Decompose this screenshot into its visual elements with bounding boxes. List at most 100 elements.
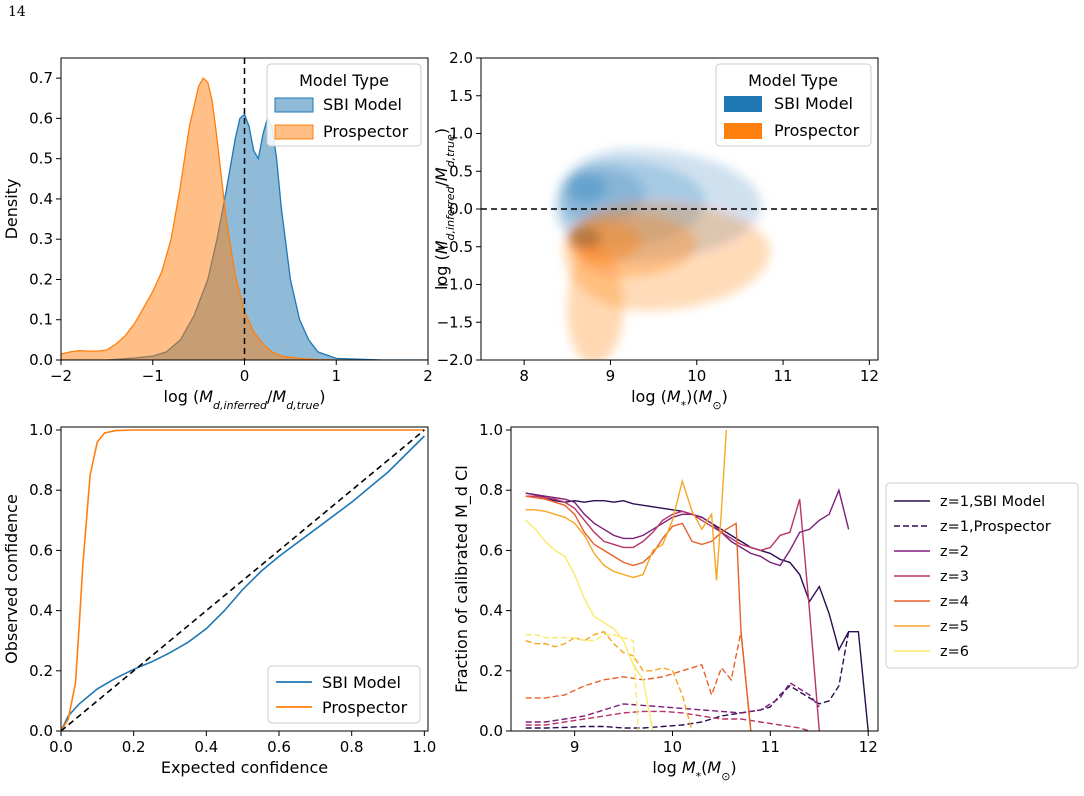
x-tick-label: 0.4 xyxy=(194,738,218,756)
plot-area xyxy=(481,148,878,360)
x-tick-label: 0.8 xyxy=(340,738,364,756)
legend-label: z=5 xyxy=(940,619,969,635)
y-tick-label: 0.6 xyxy=(29,541,53,559)
y-tick-label: 0.0 xyxy=(449,200,473,218)
x-tick-label: 2 xyxy=(423,367,433,385)
x-tick-label: 9 xyxy=(606,367,616,385)
legend: SBI Model Prospector xyxy=(267,665,421,724)
y-tick-label: 0.2 xyxy=(29,662,53,680)
series-line xyxy=(525,631,752,731)
x-tick-label: −1 xyxy=(142,367,164,385)
x-tick-label: 11 xyxy=(761,738,780,756)
y-tick-label: 0.8 xyxy=(479,481,503,499)
legend-label: z=3 xyxy=(940,569,969,585)
y-tick-label: 0.3 xyxy=(29,230,53,248)
x-tick-label: 0.0 xyxy=(49,738,73,756)
x-tick-label: 1.0 xyxy=(412,738,436,756)
legend-box xyxy=(267,665,421,724)
legend-label: z=1,Prospector xyxy=(940,519,1051,535)
series-line xyxy=(525,429,727,581)
plot-area xyxy=(525,429,869,731)
y-tick-label: 0.5 xyxy=(29,150,53,168)
x-tick-label: 9 xyxy=(570,738,580,756)
x-tick-label: 0.2 xyxy=(122,738,146,756)
legend-swatch xyxy=(724,123,762,139)
x-tick-label: 0.6 xyxy=(267,738,291,756)
x-tick-label: 0 xyxy=(240,367,250,385)
y-tick-label: −2.0 xyxy=(437,351,473,369)
y-tick-label: 0.0 xyxy=(29,722,53,740)
legend: z=1,SBI Model z=1,Prospector z=2 z=3 z=4 z=5 z… xyxy=(885,482,1079,669)
legend-swatch xyxy=(274,97,314,113)
y-tick-label: 0.5 xyxy=(449,162,473,180)
y-tick-label: 0.4 xyxy=(29,602,53,620)
legend-label: SBI Model xyxy=(322,673,401,692)
y-axis-label: Fraction of calibrated M_d CI xyxy=(452,465,472,693)
panel-kde: 8 9 10 11 12 −2.0 −1.5 −1.0 −0.5 0.0 0.5 1.0 1.5 2.0 l… xyxy=(432,49,879,412)
series-line xyxy=(525,634,639,731)
y-tick-label: 0.4 xyxy=(479,602,503,620)
legend-label: z=2 xyxy=(940,544,969,560)
y-tick-label: 1.0 xyxy=(449,125,473,143)
series-line xyxy=(525,487,850,567)
y-tick-label: 0.7 xyxy=(29,69,53,87)
panel-calibration: 0.0 0.2 0.4 0.6 0.8 1.0 0.0 0.2 0.4 0.6 0.8 1.0 Expe… xyxy=(2,421,436,777)
series-line xyxy=(525,630,693,731)
y-axis-label: Density xyxy=(2,179,21,240)
y-tick-label: −1.0 xyxy=(437,276,473,294)
panel-fraction: 9 10 11 12 0.0 0.2 0.4 0.6 0.8 1.0 log M*(M⊙) Fract… xyxy=(452,421,1079,783)
kde-fills xyxy=(554,148,771,360)
x-tick-label: 10 xyxy=(687,367,706,385)
y-tick-label: 1.0 xyxy=(479,421,503,439)
y-tick-label: 0.0 xyxy=(479,722,503,740)
y-tick-label: −1.5 xyxy=(437,313,473,331)
legend-box xyxy=(885,482,1079,669)
y-axis-label: Observed confidence xyxy=(2,494,21,664)
legend-label: Prospector xyxy=(323,122,409,141)
series-line xyxy=(525,631,850,729)
plot-area xyxy=(61,429,425,731)
y-tick-label: 1.5 xyxy=(449,87,473,105)
plot-frame xyxy=(510,426,879,732)
y-tick-label: 0.2 xyxy=(29,270,53,288)
legend-label: Prospector xyxy=(322,698,408,717)
legend-label: z=4 xyxy=(940,594,969,610)
y-tick-label: −0.5 xyxy=(437,238,473,256)
x-tick-label: −2 xyxy=(50,367,72,385)
legend-label: z=6 xyxy=(940,644,969,660)
series-line xyxy=(525,495,820,731)
plot-area xyxy=(61,58,428,360)
identity-line xyxy=(61,429,425,731)
y-tick-label: 2.0 xyxy=(449,49,473,67)
legend-label: Prospector xyxy=(774,121,860,140)
legend-title: Model Type xyxy=(299,71,389,90)
y-tick-label: 0.8 xyxy=(29,481,53,499)
density-fill-sbi-model xyxy=(61,114,428,360)
x-tick-label: 12 xyxy=(859,738,878,756)
y-tick-label: 0.6 xyxy=(479,541,503,559)
series-line-sbi-model xyxy=(61,435,425,731)
legend-swatch xyxy=(274,124,314,140)
series-line xyxy=(525,681,820,723)
kde-level-sbi xyxy=(569,175,607,202)
legend: Model Type SBI Model Prospector xyxy=(266,63,422,147)
x-axis-label: Expected confidence xyxy=(161,758,328,777)
x-axis-label: log (M*)(M⊙) xyxy=(631,387,728,412)
y-tick-label: 0.0 xyxy=(29,351,53,369)
y-tick-label: 0.4 xyxy=(29,190,53,208)
x-axis-label: log (Md,inferred/Md,true) xyxy=(164,387,326,412)
plot-frame xyxy=(60,426,429,732)
series-line xyxy=(525,495,752,731)
page-number: 14 xyxy=(8,4,26,20)
density-fill-prospector xyxy=(61,78,355,360)
x-axis-label: log M*(M⊙) xyxy=(652,758,736,783)
series-line-prospector xyxy=(61,429,425,731)
legend: Model Type SBI Model Prospector xyxy=(715,63,872,147)
density-line-prospector xyxy=(61,77,355,360)
series-line xyxy=(525,710,810,731)
x-tick-label: 1 xyxy=(331,367,341,385)
series-line xyxy=(525,519,654,731)
y-tick-label: 0.1 xyxy=(29,311,53,329)
y-tick-label: 0.2 xyxy=(479,662,503,680)
